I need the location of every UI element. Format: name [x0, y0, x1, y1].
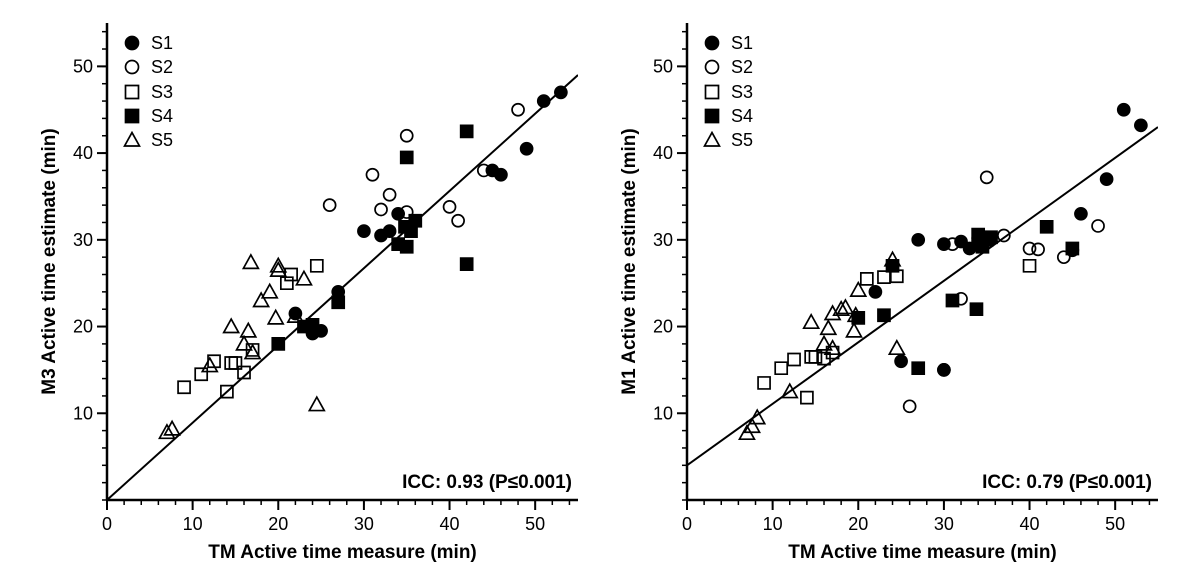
- svg-text:30: 30: [653, 230, 673, 250]
- square-icon: [123, 83, 141, 101]
- svg-text:40: 40: [73, 143, 93, 163]
- svg-text:50: 50: [525, 514, 545, 534]
- x-axis-title: TM Active time measure (min): [687, 542, 1158, 564]
- svg-text:20: 20: [653, 317, 673, 337]
- svg-text:20: 20: [268, 514, 288, 534]
- svg-text:30: 30: [73, 230, 93, 250]
- svg-text:10: 10: [763, 514, 783, 534]
- legend-label: S1: [151, 31, 173, 55]
- legend-item: S2: [123, 55, 173, 79]
- square-icon: [123, 107, 141, 125]
- svg-text:40: 40: [653, 143, 673, 163]
- svg-text:40: 40: [440, 514, 460, 534]
- x-axis-title: TM Active time measure (min): [107, 542, 578, 564]
- legend-label: S4: [151, 104, 173, 128]
- circle-icon: [123, 58, 141, 76]
- circle-icon: [703, 58, 721, 76]
- panel-right: 0 10 20 30 40 50 10 20 30 40 50 TM Active time meas…: [615, 15, 1170, 570]
- svg-text:10: 10: [183, 514, 203, 534]
- svg-text:30: 30: [354, 514, 374, 534]
- svg-text:20: 20: [73, 317, 93, 337]
- icc-annotation: ICC: 0.93 (P≤0.001): [402, 472, 572, 494]
- panel-left: 0 10 20 30 40 50 10 20 30 40 50 TM Active time meas…: [35, 15, 590, 570]
- y-axis-title: M3 Active time estimate (min): [29, 15, 49, 570]
- svg-text:50: 50: [73, 56, 93, 76]
- legend-label: S2: [731, 55, 753, 79]
- svg-text:20: 20: [848, 514, 868, 534]
- svg-text:40: 40: [1020, 514, 1040, 534]
- legend-label: S4: [731, 104, 753, 128]
- svg-text:0: 0: [102, 514, 112, 534]
- legend-label: S3: [151, 80, 173, 104]
- svg-text:50: 50: [653, 56, 673, 76]
- legend-item: S3: [123, 80, 173, 104]
- legend-label: S2: [151, 55, 173, 79]
- legend-label: S1: [731, 31, 753, 55]
- icc-annotation: ICC: 0.79 (P≤0.001): [982, 472, 1152, 494]
- y-axis-title: M1 Active time estimate (min): [609, 15, 629, 570]
- svg-text:0: 0: [682, 514, 692, 534]
- legend-label: S5: [731, 128, 753, 152]
- svg-text:10: 10: [73, 403, 93, 423]
- legend-item: S5: [703, 128, 753, 152]
- legend-item: S4: [703, 104, 753, 128]
- legend-item: S3: [703, 80, 753, 104]
- circle-icon: [703, 34, 721, 52]
- legend-label: S5: [151, 128, 173, 152]
- legend: S1S2S3S4S5: [697, 27, 759, 156]
- legend-item: S5: [123, 128, 173, 152]
- svg-text:10: 10: [653, 403, 673, 423]
- square-icon: [703, 83, 721, 101]
- legend-item: S2: [703, 55, 753, 79]
- figure: 0 10 20 30 40 50 10 20 30 40 50 TM Active time meas…: [0, 0, 1200, 585]
- legend-label: S3: [731, 80, 753, 104]
- svg-text:50: 50: [1105, 514, 1125, 534]
- circle-icon: [123, 34, 141, 52]
- triangle-icon: [703, 131, 721, 149]
- svg-text:30: 30: [934, 514, 954, 534]
- triangle-icon: [123, 131, 141, 149]
- legend: S1S2S3S4S5: [117, 27, 179, 156]
- square-icon: [703, 107, 721, 125]
- legend-item: S1: [123, 31, 173, 55]
- legend-item: S4: [123, 104, 173, 128]
- legend-item: S1: [703, 31, 753, 55]
